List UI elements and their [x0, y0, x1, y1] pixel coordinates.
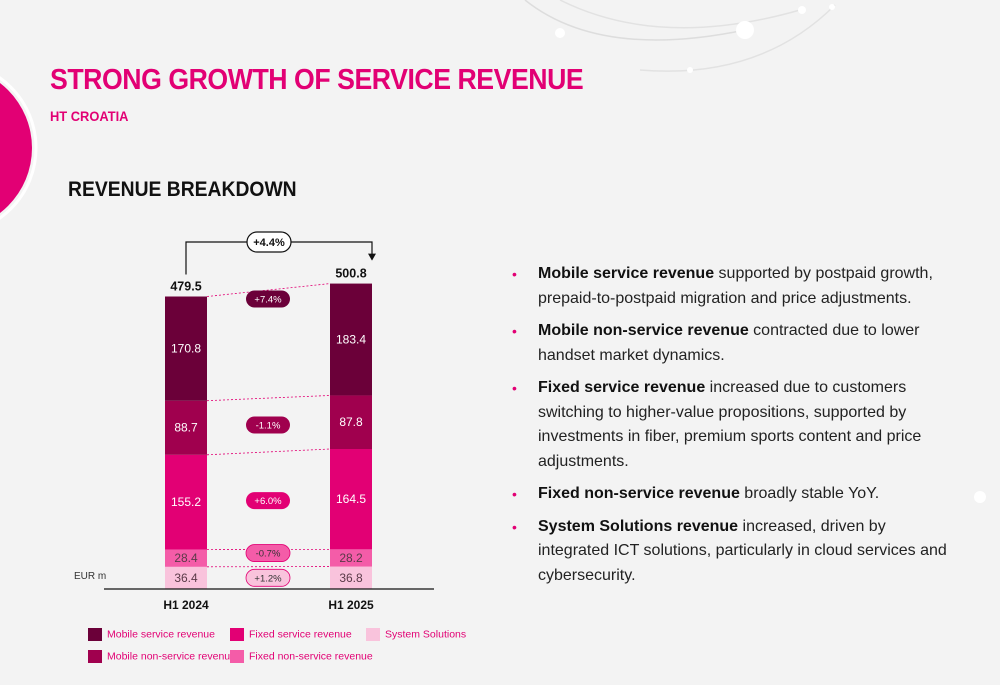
bar-segment: [330, 283, 372, 396]
chart-heading: REVENUE BREAKDOWN: [68, 178, 297, 201]
commentary-list: • Mobile service revenue supported by pos…: [512, 262, 952, 596]
segment-connector-line: [206, 283, 331, 297]
legend-swatch: [230, 650, 244, 663]
commentary-item: • Fixed non-service revenue broadly stabl…: [512, 482, 952, 507]
bracket-arrowhead: [368, 253, 376, 261]
bar-total-label: 479.5: [170, 280, 201, 294]
bullet-dot-icon: •: [512, 323, 517, 339]
bar-segment: [330, 395, 372, 450]
commentary-item: • Fixed service revenue increased due to …: [512, 376, 952, 474]
x-tick-label: H1 2024: [163, 598, 209, 612]
segment-value-label: 28.2: [339, 551, 363, 565]
change-pill: [246, 492, 290, 510]
commentary-text: supported by postpaid growth, prepaid-to…: [538, 265, 933, 307]
legend-swatch: [88, 650, 102, 663]
legend-label: Fixed service revenue: [249, 628, 352, 641]
commentary-heading: Fixed service revenue: [538, 379, 706, 396]
bar-segment: [165, 400, 207, 455]
legend-label: System Solutions: [385, 628, 467, 641]
bar-segment: [165, 566, 207, 589]
segment-value-label: 28.4: [174, 551, 198, 565]
change-pill-label: -1.1%: [256, 420, 281, 431]
bullet-dot-icon: •: [512, 486, 517, 502]
commentary-heading: Fixed non-service revenue: [538, 485, 740, 502]
segment-connector-line: [206, 395, 331, 402]
bar-segment: [165, 296, 207, 401]
segment-value-label: 36.8: [339, 571, 363, 585]
bar-segment: [330, 566, 372, 589]
commentary-text: increased due to customers switching to …: [538, 379, 922, 470]
change-pill-label: +7.4%: [254, 295, 282, 306]
change-pill: [245, 568, 291, 587]
change-pill-label: -0.7%: [256, 549, 281, 560]
commentary-heading: Mobile service revenue: [538, 265, 715, 282]
legend-label: Mobile non-service revenue: [107, 650, 236, 663]
unit-label: EUR m: [74, 571, 106, 582]
commentary-item: • Mobile service revenue supported by pos…: [512, 262, 952, 311]
commentary-text: contracted due to lower handset market d…: [538, 322, 920, 364]
segment-value-label: 88.7: [174, 421, 198, 435]
legend-item: Fixed service revenue: [230, 628, 352, 641]
x-tick-label: H1 2025: [328, 598, 374, 612]
bar-segment: [165, 454, 207, 550]
bar-segment: [330, 549, 372, 567]
total-change-label: +4.4%: [253, 237, 285, 249]
bar-total-label: 500.8: [335, 267, 366, 281]
change-pill-label: +6.0%: [254, 496, 282, 507]
legend-item: Fixed non-service revenue: [230, 650, 373, 663]
page-subtitle: HT CROATIA: [50, 108, 129, 124]
legend-label: Mobile service revenue: [107, 628, 215, 641]
legend-swatch: [366, 628, 380, 641]
commentary-text: broadly stable YoY.: [739, 485, 880, 502]
change-pill-label: +1.2%: [254, 573, 282, 584]
bullet-dot-icon: •: [512, 518, 517, 535]
total-change-pill: [246, 231, 292, 253]
segment-value-label: 170.8: [171, 342, 201, 356]
legend-swatch: [88, 628, 102, 641]
segment-connector-line: [206, 448, 331, 456]
legend-item: Mobile non-service revenue: [88, 650, 236, 663]
bullet-dot-icon: •: [512, 380, 517, 396]
bar-segment: [330, 449, 372, 550]
legend-swatch: [230, 628, 244, 641]
legend-item: System Solutions: [366, 628, 466, 641]
commentary-text: increased, driven by integrated ICT solu…: [538, 517, 947, 584]
commentary-item: • System Solutions revenue increased, dri…: [512, 515, 952, 589]
segment-value-label: 87.8: [339, 415, 363, 429]
commentary-item: • Mobile non-service revenue contracted d…: [512, 319, 952, 368]
segment-value-label: 36.4: [174, 571, 198, 585]
segment-value-label: 164.5: [336, 492, 366, 506]
legend-item: Mobile service revenue: [88, 628, 215, 641]
segment-value-label: 183.4: [336, 333, 366, 347]
commentary-heading: System Solutions revenue: [538, 517, 739, 535]
bar-segment: [165, 549, 207, 567]
change-pill: [246, 290, 290, 308]
legend-label: Fixed non-service revenue: [249, 650, 373, 663]
commentary-heading: Mobile non-service revenue: [538, 322, 749, 339]
change-pill: [245, 544, 291, 562]
segment-value-label: 155.2: [171, 495, 201, 509]
page-title: STRONG GROWTH OF SERVICE REVENUE: [50, 64, 584, 96]
change-pill: [246, 416, 290, 434]
bullet-dot-icon: •: [512, 266, 517, 282]
